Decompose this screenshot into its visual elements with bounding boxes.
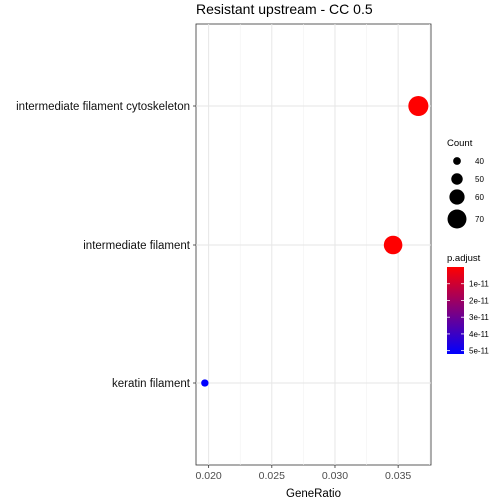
- category-label: keratin filament: [112, 378, 191, 390]
- x-axis-title: GeneRatio: [286, 488, 341, 500]
- chart-title: Resistant upstream - CC 0.5: [196, 1, 373, 17]
- x-axis-ticks: 0.020 0.025 0.030 0.035: [195, 465, 411, 482]
- p-adjust-legend-title: p.adjust: [447, 253, 481, 264]
- category-label: intermediate filament cytoskeleton: [16, 101, 190, 113]
- count-legend-label: 40: [475, 157, 484, 166]
- p-adjust-legend-label: 4e-11: [469, 330, 489, 339]
- x-tick-label: 0.035: [385, 470, 411, 482]
- p-adjust-legend-label: 5e-11: [469, 347, 489, 356]
- category-label: intermediate filament: [83, 240, 191, 252]
- x-tick-label: 0.025: [259, 470, 285, 482]
- grid-lines: [196, 24, 431, 465]
- count-legend-dot: [449, 189, 465, 205]
- data-point: [383, 235, 403, 255]
- data-point: [201, 379, 209, 387]
- x-tick-label: 0.020: [195, 470, 221, 482]
- count-legend: Count 40 50 60 70: [447, 138, 484, 229]
- count-legend-label: 50: [475, 175, 484, 184]
- count-legend-title: Count: [447, 138, 473, 149]
- p-adjust-legend-label: 3e-11: [469, 313, 489, 322]
- data-point: [408, 95, 429, 117]
- count-legend-label: 70: [475, 215, 484, 224]
- count-legend-dot: [453, 157, 461, 165]
- p-adjust-colorbar: [447, 267, 464, 354]
- p-adjust-legend-label: 2e-11: [469, 296, 489, 305]
- count-legend-dot: [447, 209, 467, 229]
- x-tick-label: 0.030: [322, 470, 348, 482]
- category-labels: intermediate filament cytoskeleton interm…: [16, 101, 196, 390]
- count-legend-dot: [451, 173, 463, 185]
- p-adjust-legend-label: 1e-11: [469, 280, 489, 289]
- data-points: [201, 95, 429, 387]
- p-adjust-legend: p.adjust 1e-11 2e-11 3e-11 4e-11 5e-11: [447, 253, 489, 356]
- count-legend-label: 60: [475, 193, 484, 202]
